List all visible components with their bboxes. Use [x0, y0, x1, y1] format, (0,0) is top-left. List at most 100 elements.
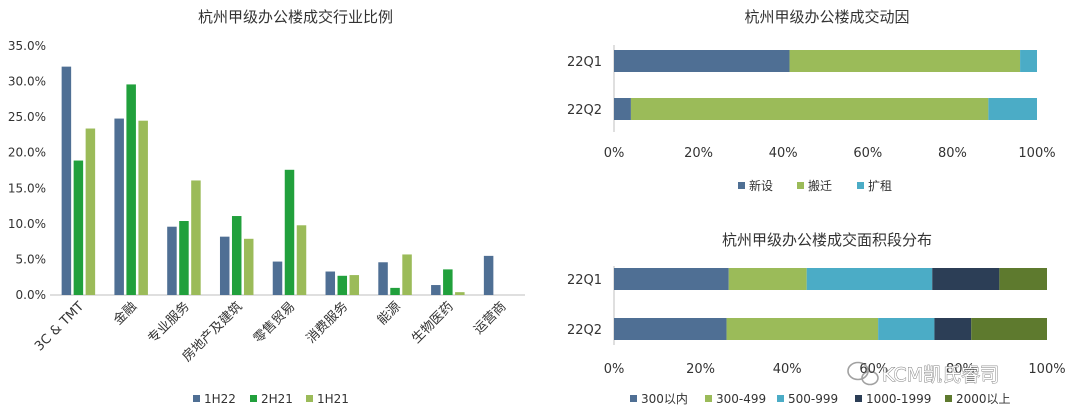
x-tick-label: 3C & TMT [32, 299, 87, 354]
bar-1H22 [378, 262, 388, 295]
x-tick-label: 80% [938, 146, 967, 161]
x-tick-label: 消费服务 [303, 299, 351, 347]
legend-swatch [193, 395, 200, 402]
bar-1H21 [191, 180, 201, 295]
bar-1H22 [114, 118, 124, 296]
y-tick-label: 22Q1 [567, 273, 602, 288]
bar-2H21 [73, 160, 84, 295]
legend-swatch [250, 395, 257, 402]
bar-1H22 [61, 66, 72, 295]
bar-新设 [614, 50, 790, 72]
y-tick-label: 30.0% [8, 75, 46, 89]
legend-label: 新设 [749, 178, 773, 193]
legend-swatch [705, 395, 712, 402]
x-tick-label: 专业服务 [145, 299, 193, 347]
bar-2H21 [443, 269, 453, 295]
bar-1H21 [243, 238, 254, 295]
y-tick-label: 0.0% [16, 288, 47, 302]
watermark: KCM凯氏睿司 [847, 361, 1000, 386]
legend-swatch [738, 182, 745, 189]
bar-2H21 [390, 287, 400, 295]
x-tick-label: 80% [946, 362, 975, 377]
bar-1H22 [272, 261, 283, 295]
bar-300以内 [614, 268, 729, 290]
bar-2000以上 [999, 268, 1047, 290]
legend-label: 2000以上 [956, 392, 1011, 406]
bar-新设 [614, 98, 631, 120]
bar-2000以上 [971, 318, 1047, 340]
legend-swatch [945, 395, 952, 402]
legend-label: 500-999 [788, 392, 838, 406]
y-tick-label: 35.0% [8, 39, 46, 53]
bar-500-999 [878, 318, 935, 340]
bar-1H22 [167, 226, 177, 295]
chart-title: 杭州甲级办公楼成交行业比例 [198, 8, 393, 26]
motive-stacked-chart: 杭州甲级办公楼成交动因 22Q1 22Q2 0% 20% 40% 60% 80% 100% 新设 搬… [567, 8, 1056, 193]
legend-swatch [797, 182, 804, 189]
bar-1H21 [138, 120, 148, 295]
x-tick-label: 60% [853, 146, 882, 161]
legend-swatch [857, 182, 864, 189]
chart-title: 杭州甲级办公楼成交面积段分布 [722, 231, 932, 249]
legend-label: 扩租 [868, 179, 892, 193]
x-tick-label: 运营商 [471, 299, 509, 337]
industry-bar-chart: 杭州甲级办公楼成交行业比例 0.0% 5.0% 10.0% 15.0% 20.0% 25.0… [8, 8, 525, 406]
y-tick-label: 22Q2 [567, 103, 602, 118]
bar-1H21 [85, 128, 96, 295]
bar-2H21 [126, 84, 136, 295]
legend-label: 300-499 [716, 392, 766, 406]
bar-搬迁 [630, 98, 989, 120]
x-tick-label: 0% [604, 146, 625, 161]
bar-2H21 [337, 275, 348, 295]
x-tick-label: 金融 [110, 299, 140, 329]
bar-搬迁 [789, 50, 1021, 72]
bar-扩租 [1020, 50, 1037, 72]
bar-1H21 [455, 292, 465, 295]
chart-title: 杭州甲级办公楼成交动因 [744, 8, 909, 26]
legend-label: 2H21 [261, 392, 293, 406]
bar-1H22 [219, 236, 230, 295]
x-tick-label: 20% [684, 146, 713, 161]
y-tick-label: 15.0% [8, 181, 46, 195]
bar-300以内 [614, 318, 727, 340]
watermark-text: KCM凯氏睿司 [882, 364, 999, 386]
x-tick-label: 40% [773, 362, 802, 377]
legend-label: 1H21 [317, 392, 349, 406]
legend-label: 1000-1999 [866, 392, 931, 406]
bar-1H22 [483, 255, 494, 295]
wechat-icon [847, 361, 879, 386]
y-tick-label: 25.0% [8, 110, 46, 124]
legend-swatch [630, 395, 637, 402]
x-tick-label: 零售贸易 [250, 299, 298, 347]
x-tick-label: 100% [1028, 362, 1065, 377]
bar-1H21 [349, 275, 360, 295]
bar-1000-1999 [934, 318, 972, 340]
bar-1H21 [296, 225, 307, 295]
bar-500-999 [806, 268, 933, 290]
bar-2H21 [231, 216, 242, 295]
x-tick-label: 20% [686, 362, 715, 377]
x-tick-label: 0% [604, 362, 625, 377]
legend-label: 300以内 [641, 392, 688, 406]
bar-1H22 [431, 285, 441, 295]
bar-2H21 [284, 169, 295, 295]
x-tick-label: 生物医药 [409, 299, 456, 346]
bar-1000-1999 [932, 268, 1000, 290]
y-tick-label: 10.0% [8, 217, 46, 231]
bar-300-499 [726, 318, 879, 340]
x-tick-label: 100% [1018, 146, 1055, 161]
y-tick-label: 20.0% [8, 146, 46, 160]
bar-扩租 [988, 98, 1037, 120]
bar-1H21 [402, 254, 412, 295]
x-tick-label: 40% [769, 146, 798, 161]
bar-2H21 [179, 221, 189, 295]
legend-swatch [855, 395, 862, 402]
y-tick-label: 22Q2 [567, 323, 602, 338]
legend-label: 1H22 [204, 392, 236, 406]
legend-label: 搬迁 [808, 178, 832, 193]
y-tick-label: 5.0% [16, 252, 47, 266]
y-tick-label: 22Q1 [567, 55, 602, 70]
bar-1H22 [325, 271, 336, 295]
